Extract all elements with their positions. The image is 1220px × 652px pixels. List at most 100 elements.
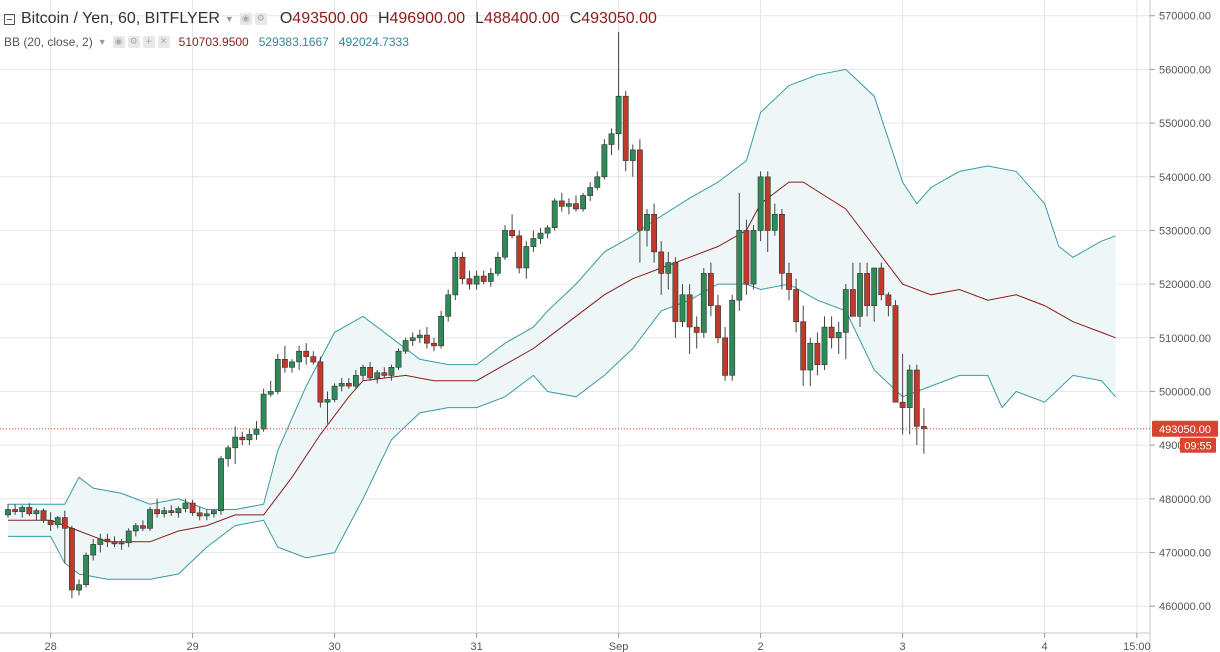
candle[interactable] <box>842 284 849 360</box>
candle[interactable] <box>871 267 878 322</box>
candle[interactable] <box>225 445 231 467</box>
candle[interactable] <box>686 284 693 354</box>
candle[interactable] <box>672 257 679 338</box>
candle[interactable] <box>523 241 530 279</box>
candle[interactable] <box>118 539 125 550</box>
candle[interactable] <box>423 327 430 349</box>
candle[interactable] <box>736 192 743 311</box>
candle[interactable] <box>154 498 160 518</box>
symbol-dropdown-icon[interactable]: ▼ <box>224 14 234 24</box>
candle[interactable] <box>54 515 61 529</box>
candle[interactable] <box>26 503 33 516</box>
candle[interactable] <box>573 195 579 212</box>
symbol-title[interactable]: Bitcoin / Yen, 60, BITFLYER <box>21 10 220 27</box>
candle[interactable] <box>402 337 409 354</box>
candle[interactable] <box>90 539 97 561</box>
candle[interactable] <box>920 408 927 454</box>
candle[interactable] <box>494 251 501 277</box>
candle[interactable] <box>40 508 47 523</box>
candle[interactable] <box>857 262 863 328</box>
candle[interactable] <box>409 332 416 346</box>
candle[interactable] <box>636 139 643 263</box>
candle[interactable] <box>601 139 608 180</box>
candle[interactable] <box>594 171 601 191</box>
candle[interactable] <box>615 31 622 150</box>
candle[interactable] <box>665 251 672 290</box>
candle[interactable] <box>608 128 615 156</box>
candle[interactable] <box>5 504 11 518</box>
candle[interactable] <box>61 510 68 564</box>
candle[interactable] <box>182 498 189 513</box>
candle[interactable] <box>729 294 736 381</box>
candle[interactable] <box>452 251 459 301</box>
candle[interactable] <box>260 388 267 432</box>
candle[interactable] <box>459 251 466 285</box>
candle[interactable] <box>211 509 217 518</box>
candle[interactable] <box>558 192 565 212</box>
collapse-icon[interactable] <box>4 13 15 25</box>
visibility-icon[interactable]: ◉ <box>239 13 252 25</box>
indicator-title[interactable]: BB (20, close, 2) <box>4 35 93 49</box>
candle[interactable] <box>622 90 629 172</box>
candle[interactable] <box>104 533 111 548</box>
candle[interactable] <box>438 310 444 349</box>
candle[interactable] <box>296 345 302 370</box>
candle[interactable] <box>551 198 558 231</box>
candle[interactable] <box>629 144 636 177</box>
candle[interactable] <box>360 364 366 381</box>
candle[interactable] <box>218 455 224 515</box>
candle[interactable] <box>367 361 373 381</box>
candle[interactable] <box>303 343 310 365</box>
candle[interactable] <box>750 225 757 290</box>
candle[interactable] <box>111 536 118 548</box>
candle[interactable] <box>757 171 764 242</box>
candle[interactable] <box>913 364 920 446</box>
candle[interactable] <box>509 214 515 239</box>
candle[interactable] <box>814 332 821 376</box>
candle[interactable] <box>19 505 26 518</box>
candle[interactable] <box>267 380 274 397</box>
candle[interactable] <box>381 367 388 379</box>
candle[interactable] <box>47 512 54 532</box>
candle[interactable] <box>651 203 657 263</box>
candle[interactable] <box>700 268 707 338</box>
candle[interactable] <box>892 300 899 403</box>
candle[interactable] <box>33 508 40 521</box>
candle[interactable] <box>76 579 82 596</box>
candle[interactable] <box>338 378 345 392</box>
candle[interactable] <box>289 359 295 373</box>
candle[interactable] <box>516 230 523 274</box>
indicator-dropdown-icon[interactable]: ▼ <box>97 37 107 47</box>
candle[interactable] <box>431 337 437 352</box>
candle[interactable] <box>715 294 721 344</box>
candle[interactable] <box>317 356 324 408</box>
candle[interactable] <box>693 316 700 349</box>
candle[interactable] <box>331 383 338 403</box>
candles[interactable] <box>5 31 927 599</box>
candle[interactable] <box>821 316 828 370</box>
candle[interactable] <box>899 353 906 435</box>
candle[interactable] <box>743 219 750 295</box>
candle[interactable] <box>445 289 452 322</box>
candle[interactable] <box>189 499 196 516</box>
candle[interactable] <box>246 429 253 446</box>
candle[interactable] <box>878 262 885 301</box>
candle[interactable] <box>487 268 494 287</box>
candle[interactable] <box>69 525 75 599</box>
candle[interactable] <box>580 192 586 212</box>
candle[interactable] <box>530 230 537 252</box>
candle[interactable] <box>771 203 778 236</box>
candle[interactable] <box>722 327 728 381</box>
candle[interactable] <box>161 506 168 518</box>
indicator-settings-icon[interactable]: ⚙ <box>127 36 140 48</box>
candle[interactable] <box>778 208 785 290</box>
candle[interactable] <box>537 227 544 244</box>
candle[interactable] <box>345 378 352 389</box>
indicator-add-icon[interactable]: + <box>142 36 155 48</box>
candle[interactable] <box>544 225 551 239</box>
candle[interactable] <box>658 241 665 295</box>
candle[interactable] <box>885 292 892 317</box>
candle[interactable] <box>864 262 870 317</box>
candle[interactable] <box>232 426 239 464</box>
